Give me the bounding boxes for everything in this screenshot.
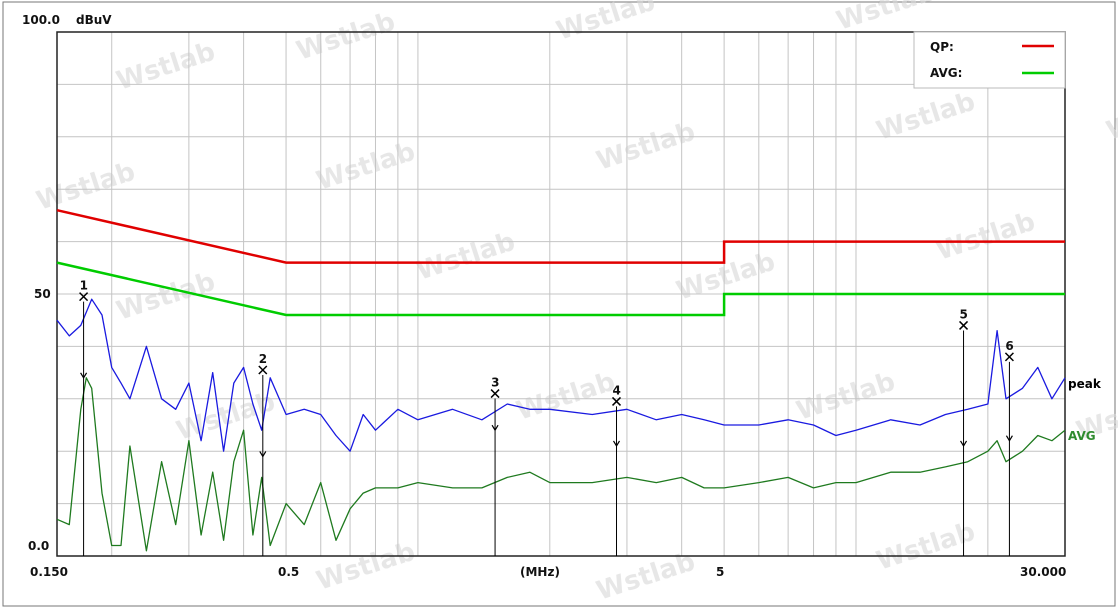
y-tick-label-0: 0.0 bbox=[28, 539, 49, 553]
y-axis-unit: dBuV bbox=[76, 13, 112, 27]
marker-arrow-1 bbox=[80, 372, 88, 380]
marker-arrow-6 bbox=[1005, 435, 1013, 442]
marker-x-4 bbox=[611, 396, 622, 406]
x-tick-label-5: 5 bbox=[716, 565, 724, 579]
legend-label-qp: QP: bbox=[930, 40, 954, 54]
marker-label-1: 1 bbox=[80, 279, 88, 293]
limit-line-qp bbox=[56, 208, 1065, 264]
marker-arrow-2 bbox=[259, 451, 267, 458]
marker-x-3 bbox=[490, 389, 500, 399]
x-tick-label-0150: 0.150 bbox=[30, 565, 68, 579]
series-line-peak bbox=[56, 298, 1066, 452]
limit-lines bbox=[56, 208, 1065, 317]
legend-label-avg: AVG: bbox=[930, 66, 962, 80]
legend: QP: AVG: bbox=[913, 31, 1066, 89]
marker-layer: 1 2 3 4 5 6 bbox=[79, 279, 1014, 556]
marker-arrow-5 bbox=[960, 440, 968, 448]
marker-arrow-3 bbox=[491, 424, 499, 432]
limit-line-avg bbox=[56, 261, 1065, 317]
marker-label-3: 3 bbox=[491, 376, 499, 390]
x-axis-labels: 0.150 0.5 (MHz) 5 30.000 bbox=[30, 565, 1066, 579]
series-end-label-avg: AVG bbox=[1068, 429, 1096, 443]
legend-box bbox=[913, 31, 1066, 89]
y-tick-label-100: 100.0 bbox=[22, 13, 60, 27]
marker-label-4: 4 bbox=[613, 383, 621, 397]
y-tick-label-50: 50 bbox=[34, 287, 51, 301]
x-tick-label-30000: 30.000 bbox=[1020, 565, 1066, 579]
marker-x-1 bbox=[79, 292, 89, 302]
y-axis-labels: 100.0 dBuV 50 0.0 bbox=[22, 13, 112, 553]
series-line-avg bbox=[56, 377, 1066, 552]
marker-label-2: 2 bbox=[259, 352, 267, 366]
marker-arrow-4 bbox=[612, 440, 621, 448]
marker-x-2 bbox=[258, 365, 268, 375]
x-axis-unit: (MHz) bbox=[520, 565, 560, 579]
series-layer bbox=[56, 298, 1066, 552]
marker-label-5: 5 bbox=[960, 307, 968, 321]
series-end-label-peak: peak bbox=[1068, 377, 1102, 391]
marker-label-6: 6 bbox=[1005, 339, 1013, 353]
marker-x-6 bbox=[1004, 352, 1014, 362]
x-tick-label-05: 0.5 bbox=[278, 565, 299, 579]
marker-x-5 bbox=[959, 320, 969, 330]
